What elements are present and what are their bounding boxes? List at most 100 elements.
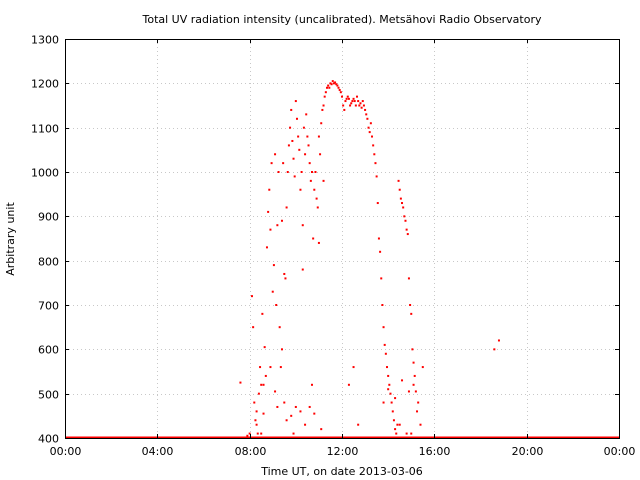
data-point bbox=[279, 366, 282, 369]
x-tick-label: 16:00 bbox=[419, 445, 451, 458]
data-point bbox=[259, 366, 262, 369]
data-point bbox=[375, 175, 378, 178]
data-point bbox=[312, 237, 315, 240]
data-point bbox=[283, 272, 286, 275]
data-point bbox=[324, 91, 327, 94]
data-point bbox=[391, 410, 394, 413]
data-point bbox=[411, 348, 414, 351]
data-point bbox=[322, 179, 325, 182]
data-point bbox=[397, 179, 400, 182]
data-point bbox=[392, 419, 395, 422]
data-point bbox=[405, 228, 408, 231]
data-point bbox=[337, 86, 340, 89]
y-tick-label: 800 bbox=[38, 256, 59, 269]
data-point bbox=[256, 432, 259, 435]
data-point bbox=[282, 162, 285, 165]
data-point bbox=[366, 117, 369, 120]
data-point bbox=[246, 434, 249, 437]
data-point bbox=[292, 157, 295, 160]
data-point bbox=[301, 224, 304, 227]
grid bbox=[65, 39, 619, 438]
data-point bbox=[387, 374, 390, 377]
y-tick-label: 1000 bbox=[31, 167, 59, 180]
data-point bbox=[406, 233, 409, 236]
data-point bbox=[353, 100, 356, 103]
data-point bbox=[382, 401, 385, 404]
data-point bbox=[321, 108, 324, 111]
data-point bbox=[388, 383, 391, 386]
data-point bbox=[301, 268, 304, 271]
data-point bbox=[360, 106, 363, 109]
data-point bbox=[275, 304, 278, 306]
data-point bbox=[248, 432, 251, 435]
data-point bbox=[313, 188, 316, 191]
data-point bbox=[304, 153, 307, 156]
data-point bbox=[292, 432, 295, 435]
data-point bbox=[327, 84, 330, 87]
data-point bbox=[339, 91, 342, 94]
data-point bbox=[377, 237, 380, 240]
data-point bbox=[398, 423, 401, 426]
data-point bbox=[293, 175, 296, 178]
data-point bbox=[305, 113, 308, 116]
data-point bbox=[351, 100, 354, 103]
data-point bbox=[410, 312, 413, 315]
data-point bbox=[295, 117, 298, 120]
data-point bbox=[497, 339, 500, 342]
data-point bbox=[359, 102, 362, 105]
data-point bbox=[413, 374, 416, 377]
data-point bbox=[272, 264, 275, 267]
data-point bbox=[352, 366, 355, 369]
data-point bbox=[325, 86, 328, 89]
data-point bbox=[361, 100, 364, 103]
data-point bbox=[320, 122, 323, 125]
data-point bbox=[300, 171, 303, 173]
data-point bbox=[263, 346, 266, 349]
data-point bbox=[298, 148, 301, 151]
data-point bbox=[294, 405, 297, 408]
y-tick-label: 1100 bbox=[31, 123, 59, 136]
data-point bbox=[310, 383, 313, 386]
data-point bbox=[276, 405, 279, 408]
data-point bbox=[402, 206, 405, 209]
data-point bbox=[315, 197, 318, 200]
data-point bbox=[262, 412, 265, 415]
data-point bbox=[403, 215, 406, 218]
data-point bbox=[345, 97, 348, 100]
data-point bbox=[407, 390, 410, 393]
data-point bbox=[280, 348, 283, 351]
data-point bbox=[271, 290, 274, 293]
data-point bbox=[254, 419, 257, 422]
x-tick-label: 08:00 bbox=[235, 445, 267, 458]
data-point bbox=[304, 423, 307, 426]
data-point bbox=[414, 390, 417, 393]
data-point bbox=[294, 100, 297, 103]
data-point bbox=[376, 202, 379, 205]
data-point bbox=[291, 139, 294, 142]
data-point bbox=[253, 401, 256, 404]
chart-title: Total UV radiation intensity (uncalibrat… bbox=[142, 13, 542, 26]
data-point bbox=[264, 374, 267, 377]
data-point bbox=[384, 352, 387, 355]
data-point bbox=[239, 381, 242, 384]
data-point bbox=[399, 197, 402, 200]
data-point bbox=[278, 326, 281, 329]
data-point bbox=[387, 388, 390, 391]
data-point bbox=[274, 390, 277, 393]
data-point bbox=[334, 81, 337, 84]
data-point bbox=[255, 423, 258, 426]
data-point bbox=[329, 82, 332, 85]
data-point bbox=[286, 171, 289, 173]
x-axis-label: Time UT, on date 2013-03-06 bbox=[260, 465, 423, 478]
data-point bbox=[347, 97, 350, 100]
data-point bbox=[336, 84, 339, 87]
data-point bbox=[313, 412, 316, 415]
data-point bbox=[349, 104, 352, 107]
y-tick-label: 900 bbox=[38, 211, 59, 224]
data-point bbox=[308, 162, 311, 165]
data-point bbox=[331, 80, 334, 83]
data-point bbox=[396, 423, 399, 426]
data-point bbox=[373, 153, 376, 156]
data-point bbox=[307, 144, 310, 147]
y-tick-label: 700 bbox=[38, 300, 59, 313]
